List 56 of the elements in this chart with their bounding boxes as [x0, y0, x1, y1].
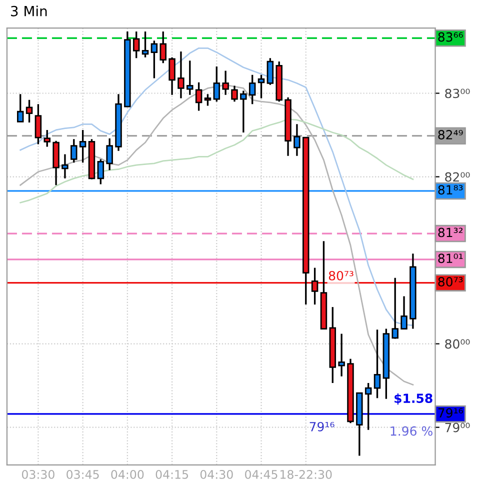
x-tick-label: 03:45	[66, 470, 99, 479]
candlestick	[160, 30, 166, 64]
candlestick	[34, 103, 42, 146]
x-tick-label: 04:00	[111, 470, 144, 479]
candlestick	[266, 57, 274, 86]
y-tick-label: 80⁰⁰	[445, 339, 470, 349]
ref-line-label: 81⁰¹	[438, 254, 463, 264]
candlestick	[195, 82, 202, 112]
annotation: 80⁷³	[328, 270, 354, 280]
x-tick-label: 04:45	[245, 470, 278, 479]
candlestick	[400, 295, 408, 330]
candlestick	[168, 56, 176, 96]
line-series	[20, 84, 414, 386]
candlestick	[248, 74, 256, 105]
candlestick	[178, 50, 184, 100]
candlestick	[79, 129, 86, 164]
annotation: 1.96 %	[390, 426, 432, 436]
candlestick	[106, 138, 113, 171]
y-tick-label: 82⁰⁰	[445, 172, 470, 182]
x-tick-label: 04:30	[200, 470, 233, 479]
candlestick	[364, 382, 372, 431]
candlestick	[97, 158, 104, 186]
candlestick	[222, 70, 229, 96]
x-tick-label: 18-22:30	[280, 470, 332, 479]
x-tick-label: 03:30	[22, 470, 54, 479]
x-tick-label: 04:15	[156, 470, 188, 479]
candlestick	[392, 276, 398, 340]
candlestick	[150, 40, 158, 80]
candlestick	[132, 30, 140, 59]
ref-line-label: 79¹⁶	[438, 408, 463, 418]
ref-line-label: 82⁴⁹	[438, 130, 463, 140]
annotation: $1.58	[394, 393, 432, 405]
candlestick	[258, 74, 265, 100]
candlestick	[70, 138, 78, 164]
candlestick	[338, 332, 345, 378]
ref-line-label: 80⁷³	[438, 277, 463, 286]
chart-title: 3 Min	[11, 6, 47, 16]
candlestick	[26, 99, 33, 124]
candlestick	[16, 93, 24, 122]
candlestick	[44, 129, 50, 148]
candlestick	[231, 84, 238, 102]
ref-line-label: 81⁸³	[438, 185, 463, 195]
y-tick-label: 83⁰⁰	[445, 88, 470, 98]
candlestick	[213, 66, 220, 102]
annotation: 79¹⁶	[310, 422, 334, 432]
candlestick	[294, 123, 300, 157]
candlestick	[374, 328, 381, 399]
candlestick	[142, 30, 149, 58]
candlestick	[240, 90, 247, 134]
candlestick	[186, 60, 194, 96]
candlestick	[204, 93, 212, 107]
line-series	[20, 118, 414, 204]
candlestick	[62, 153, 68, 180]
ref-line-label: 83⁶⁶	[438, 32, 463, 42]
ref-line-label: 81³²	[438, 228, 463, 238]
y-tick-label: 79⁰⁰	[445, 422, 470, 432]
